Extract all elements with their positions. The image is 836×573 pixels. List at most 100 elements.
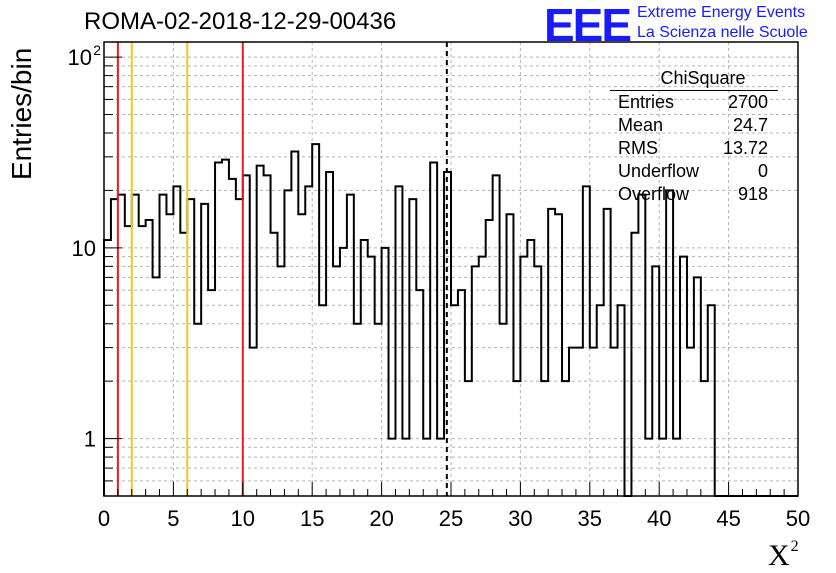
histogram-bin xyxy=(416,290,423,496)
histogram-bin xyxy=(250,348,257,496)
histogram-bin xyxy=(160,195,167,496)
histogram-bin xyxy=(284,190,291,496)
logo-caption-line2: La Scienza nelle Scuole xyxy=(637,24,808,41)
x-tick-label: 0 xyxy=(98,506,110,531)
stats-label: Overflow xyxy=(618,184,690,204)
x-tick-label: 35 xyxy=(578,506,602,531)
x-tick-label: 15 xyxy=(300,506,324,531)
x-tick-label: 50 xyxy=(786,506,810,531)
x-tick-label: 45 xyxy=(716,506,740,531)
logo-caption: Extreme Energy Events La Scienza nelle S… xyxy=(637,3,808,43)
histogram-bin xyxy=(708,305,715,496)
histogram-bin xyxy=(527,240,534,496)
histogram-bin xyxy=(520,257,527,496)
histogram-bin xyxy=(340,248,347,496)
histogram-bin xyxy=(694,277,701,496)
histogram-bin xyxy=(354,324,361,496)
y-tick-label: 10 xyxy=(72,236,96,261)
stats-box: ChiSquare Entries 2700 Mean 24.7 RMS 13.72 … xyxy=(610,68,778,206)
histogram-bin xyxy=(271,233,278,496)
histogram-bin xyxy=(215,163,222,496)
histogram-bin xyxy=(243,175,250,496)
histogram-bin xyxy=(312,144,319,496)
logo-caption-line1: Extreme Energy Events xyxy=(637,4,806,21)
histogram-bin xyxy=(118,195,125,496)
histogram-bin xyxy=(687,348,694,496)
x-tick-label: 30 xyxy=(508,506,532,531)
histogram-bin xyxy=(479,257,486,496)
eee-logo: EEE xyxy=(544,0,632,51)
x-axis-label: X2 xyxy=(768,538,799,573)
x-tick-label: 20 xyxy=(369,506,393,531)
histogram-bin xyxy=(548,209,555,496)
histogram-bin xyxy=(618,305,625,496)
histogram-bin xyxy=(132,195,139,496)
histogram-bin xyxy=(208,290,215,496)
x-tick-label: 5 xyxy=(167,506,179,531)
histogram-bin xyxy=(194,324,201,496)
x-tick-label: 25 xyxy=(439,506,463,531)
stats-value: 2700 xyxy=(727,92,768,112)
histogram-outline xyxy=(103,143,798,497)
stats-value: 24.7 xyxy=(732,115,768,135)
stats-row-rms: RMS 13.72 xyxy=(610,137,778,160)
stats-label: Mean xyxy=(618,115,664,135)
histogram-bars xyxy=(103,143,798,497)
x-axis-label-text: X xyxy=(768,539,790,572)
stats-row-underflow: Underflow 0 xyxy=(610,160,778,183)
histogram-bin xyxy=(305,186,312,496)
stats-label: RMS xyxy=(618,138,658,158)
histogram-bin xyxy=(604,209,611,496)
histogram-bin xyxy=(319,305,326,496)
histogram-bin xyxy=(375,324,382,496)
histogram-bin xyxy=(597,305,604,496)
stats-label: Underflow xyxy=(618,161,700,181)
stats-row-mean: Mean 24.7 xyxy=(610,114,778,137)
stats-value: 13.72 xyxy=(722,138,768,158)
stats-box-title: ChiSquare xyxy=(610,68,778,91)
histogram-bin xyxy=(395,186,402,496)
x-axis-label-superscript: 2 xyxy=(790,538,799,555)
histogram-bin xyxy=(104,240,111,496)
stats-label: Entries xyxy=(618,92,675,112)
stats-row-entries: Entries 2700 xyxy=(610,91,778,114)
stats-value: 0 xyxy=(757,161,768,181)
histogram-bin xyxy=(569,348,576,496)
histogram-bin xyxy=(368,257,375,496)
histogram-bin xyxy=(590,348,597,496)
histogram-bin xyxy=(153,277,160,496)
histogram-bin xyxy=(347,195,354,496)
histogram-bin xyxy=(222,160,229,496)
y-tick-label: 10 xyxy=(68,45,92,70)
histogram-bin xyxy=(361,240,368,496)
histogram-bin xyxy=(180,233,187,496)
x-tick-label: 40 xyxy=(647,506,671,531)
histogram-bin xyxy=(173,186,180,496)
histogram-bin xyxy=(500,324,507,496)
histogram-bin xyxy=(146,220,153,496)
histogram-bin xyxy=(458,290,465,496)
y-axis-label: Entries/bin xyxy=(6,47,37,180)
x-tick-label: 10 xyxy=(231,506,255,531)
histogram-bin xyxy=(680,257,687,496)
histogram-bin xyxy=(486,220,493,496)
chart-title: ROMA-02-2018-12-29-00436 xyxy=(84,8,397,35)
marker-lines xyxy=(116,42,448,496)
histogram-bin xyxy=(583,186,590,496)
stats-value: 918 xyxy=(737,184,768,204)
histogram-bin xyxy=(576,348,583,496)
stats-row-overflow: Overflow 918 xyxy=(610,183,778,206)
histogram-bin xyxy=(638,195,645,496)
histogram-bin xyxy=(631,233,638,496)
histogram-bin xyxy=(451,305,458,496)
histogram-bin xyxy=(666,190,673,496)
histogram-bin xyxy=(257,166,264,496)
y-tick-label: 1 xyxy=(84,427,96,452)
histogram-bin xyxy=(493,175,500,496)
histogram-bin xyxy=(264,175,271,496)
histogram-bin xyxy=(382,248,389,496)
histogram-bin xyxy=(430,163,437,496)
y-tick-label-exponent: 2 xyxy=(93,42,101,58)
